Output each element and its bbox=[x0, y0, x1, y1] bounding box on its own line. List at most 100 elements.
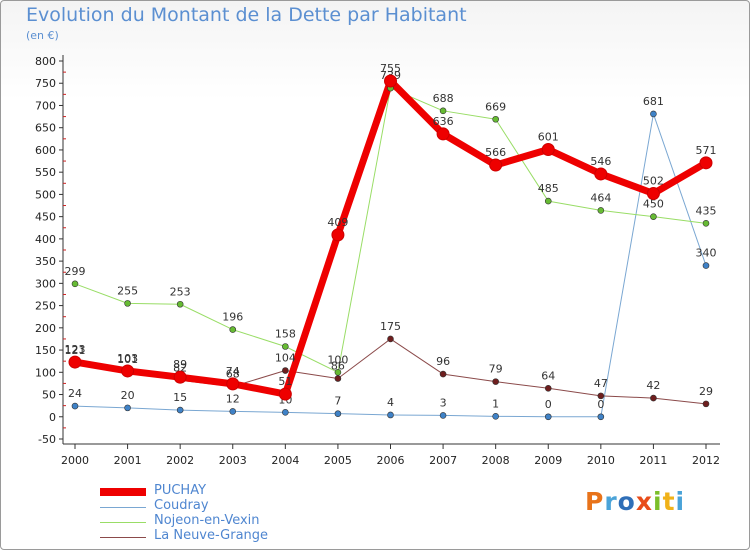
data-point bbox=[439, 370, 447, 378]
data-label: 123 bbox=[65, 343, 86, 356]
chart-title: Evolution du Montant de la Dette par Hab… bbox=[26, 4, 467, 26]
data-point bbox=[489, 158, 503, 172]
data-point bbox=[544, 413, 552, 421]
data-point bbox=[71, 280, 79, 288]
x-tick-label: 2009 bbox=[534, 454, 562, 467]
y-tick-label: 50 bbox=[42, 389, 56, 402]
data-label: 15 bbox=[173, 391, 187, 404]
y-tick-label: 450 bbox=[35, 211, 56, 224]
data-label: 636 bbox=[433, 115, 454, 128]
data-label: 82 bbox=[173, 361, 187, 374]
y-tick-label: 250 bbox=[35, 300, 56, 313]
legend-label: La Neuve-Grange bbox=[154, 528, 269, 543]
data-label: 601 bbox=[538, 130, 559, 143]
data-point bbox=[124, 404, 131, 412]
y-tick-label: 100 bbox=[35, 366, 56, 379]
data-point bbox=[124, 300, 131, 307]
logo-letter: i bbox=[653, 487, 663, 516]
x-tick-label: 2000 bbox=[61, 454, 89, 467]
data-label: 3 bbox=[440, 396, 447, 409]
data-label: 47 bbox=[594, 377, 608, 390]
data-point bbox=[331, 228, 345, 242]
series-line-coudray bbox=[74, 113, 707, 418]
y-tick-label: 150 bbox=[35, 344, 56, 357]
x-tick-label: 2003 bbox=[219, 454, 247, 467]
data-label: 175 bbox=[380, 320, 401, 333]
data-point bbox=[702, 262, 710, 269]
data-point bbox=[594, 167, 608, 181]
data-label: 86 bbox=[331, 360, 345, 373]
data-point bbox=[492, 115, 499, 123]
legend-swatch bbox=[100, 506, 146, 508]
data-point bbox=[334, 410, 342, 417]
data-point bbox=[173, 370, 187, 384]
data-label: 24 bbox=[68, 387, 82, 400]
x-tick-label: 2011 bbox=[639, 454, 667, 467]
logo-letter: t bbox=[662, 487, 676, 516]
data-point bbox=[544, 385, 552, 392]
y-tick-label: 600 bbox=[35, 144, 56, 157]
data-point bbox=[541, 142, 555, 156]
y-tick-label: 650 bbox=[35, 122, 56, 135]
data-point bbox=[597, 207, 605, 214]
data-label: 74 bbox=[226, 365, 240, 378]
data-label: 100 bbox=[327, 353, 348, 366]
data-label: 755 bbox=[380, 62, 401, 75]
data-point bbox=[68, 355, 82, 369]
legend-swatch bbox=[100, 488, 146, 496]
data-point bbox=[229, 326, 237, 333]
data-point bbox=[334, 375, 342, 382]
y-tick-label: 350 bbox=[35, 255, 56, 268]
data-label: 12 bbox=[226, 392, 240, 405]
data-point bbox=[387, 335, 394, 343]
data-label: 96 bbox=[436, 355, 450, 368]
data-label: 253 bbox=[170, 285, 191, 298]
data-label: 450 bbox=[643, 198, 664, 211]
data-label: 89 bbox=[173, 358, 187, 371]
y-tick-label: 0 bbox=[49, 411, 56, 424]
data-point bbox=[702, 220, 710, 227]
data-point bbox=[699, 156, 713, 170]
series-line-puchay bbox=[74, 77, 708, 398]
data-point bbox=[439, 412, 447, 419]
data-point bbox=[492, 413, 499, 420]
data-label: 0 bbox=[597, 398, 604, 411]
data-label: 158 bbox=[275, 328, 296, 341]
data-point bbox=[121, 364, 135, 378]
data-label: 681 bbox=[643, 95, 664, 108]
data-label: 196 bbox=[222, 311, 243, 324]
chart-unit: (en €) bbox=[26, 29, 59, 42]
data-label: 566 bbox=[485, 146, 506, 159]
x-tick-label: 2004 bbox=[271, 454, 299, 467]
data-point bbox=[226, 377, 240, 391]
data-label: 121 bbox=[65, 344, 86, 357]
data-point bbox=[650, 110, 657, 118]
y-tick-label: 300 bbox=[35, 277, 56, 290]
data-label: 299 bbox=[65, 265, 86, 278]
data-point bbox=[176, 406, 184, 414]
y-tick-label: -50 bbox=[38, 433, 56, 446]
data-point bbox=[646, 187, 660, 201]
data-label: 502 bbox=[643, 175, 664, 188]
x-tick-label: 2006 bbox=[377, 454, 405, 467]
data-label: 571 bbox=[696, 144, 717, 157]
data-label: 29 bbox=[699, 385, 713, 398]
x-tick-label: 2002 bbox=[166, 454, 194, 467]
legend-label: Nojeon-en-Vexin bbox=[154, 513, 260, 528]
data-label: 101 bbox=[117, 353, 138, 366]
data-label: 79 bbox=[489, 363, 503, 376]
x-tick-label: 2010 bbox=[587, 454, 615, 467]
data-point bbox=[597, 392, 605, 400]
y-tick-label: 500 bbox=[35, 188, 56, 201]
data-label: 340 bbox=[696, 247, 717, 260]
data-point bbox=[71, 402, 79, 410]
data-point bbox=[439, 107, 447, 115]
data-label: 1 bbox=[492, 397, 499, 410]
data-point bbox=[282, 367, 289, 374]
data-label: 409 bbox=[327, 216, 348, 229]
data-point bbox=[650, 394, 657, 402]
data-point bbox=[436, 127, 450, 141]
x-tick-label: 2008 bbox=[482, 454, 510, 467]
x-tick-label: 2007 bbox=[429, 454, 457, 467]
